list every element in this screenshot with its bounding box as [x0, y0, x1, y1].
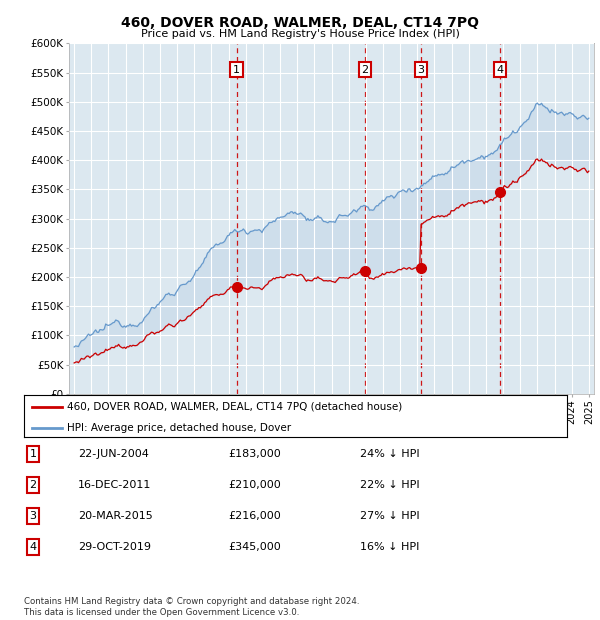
Text: £210,000: £210,000 — [228, 480, 281, 490]
Text: 20-MAR-2015: 20-MAR-2015 — [78, 511, 153, 521]
Text: £345,000: £345,000 — [228, 542, 281, 552]
Text: £183,000: £183,000 — [228, 449, 281, 459]
Text: £216,000: £216,000 — [228, 511, 281, 521]
Text: 4: 4 — [497, 64, 504, 74]
Text: 1: 1 — [29, 449, 37, 459]
Text: 1: 1 — [233, 64, 240, 74]
Text: 27% ↓ HPI: 27% ↓ HPI — [360, 511, 419, 521]
Text: 460, DOVER ROAD, WALMER, DEAL, CT14 7PQ: 460, DOVER ROAD, WALMER, DEAL, CT14 7PQ — [121, 16, 479, 30]
Text: 4: 4 — [29, 542, 37, 552]
Text: 3: 3 — [418, 64, 425, 74]
Text: 22% ↓ HPI: 22% ↓ HPI — [360, 480, 419, 490]
Text: 16-DEC-2011: 16-DEC-2011 — [78, 480, 151, 490]
Text: 24% ↓ HPI: 24% ↓ HPI — [360, 449, 419, 459]
Text: 2: 2 — [29, 480, 37, 490]
Text: Contains HM Land Registry data © Crown copyright and database right 2024.
This d: Contains HM Land Registry data © Crown c… — [24, 598, 359, 617]
Text: 2: 2 — [362, 64, 368, 74]
Text: 460, DOVER ROAD, WALMER, DEAL, CT14 7PQ (detached house): 460, DOVER ROAD, WALMER, DEAL, CT14 7PQ … — [67, 402, 403, 412]
Text: HPI: Average price, detached house, Dover: HPI: Average price, detached house, Dove… — [67, 423, 292, 433]
Text: 22-JUN-2004: 22-JUN-2004 — [78, 449, 149, 459]
Text: Price paid vs. HM Land Registry's House Price Index (HPI): Price paid vs. HM Land Registry's House … — [140, 29, 460, 38]
Text: 16% ↓ HPI: 16% ↓ HPI — [360, 542, 419, 552]
Text: 3: 3 — [29, 511, 37, 521]
Text: 29-OCT-2019: 29-OCT-2019 — [78, 542, 151, 552]
